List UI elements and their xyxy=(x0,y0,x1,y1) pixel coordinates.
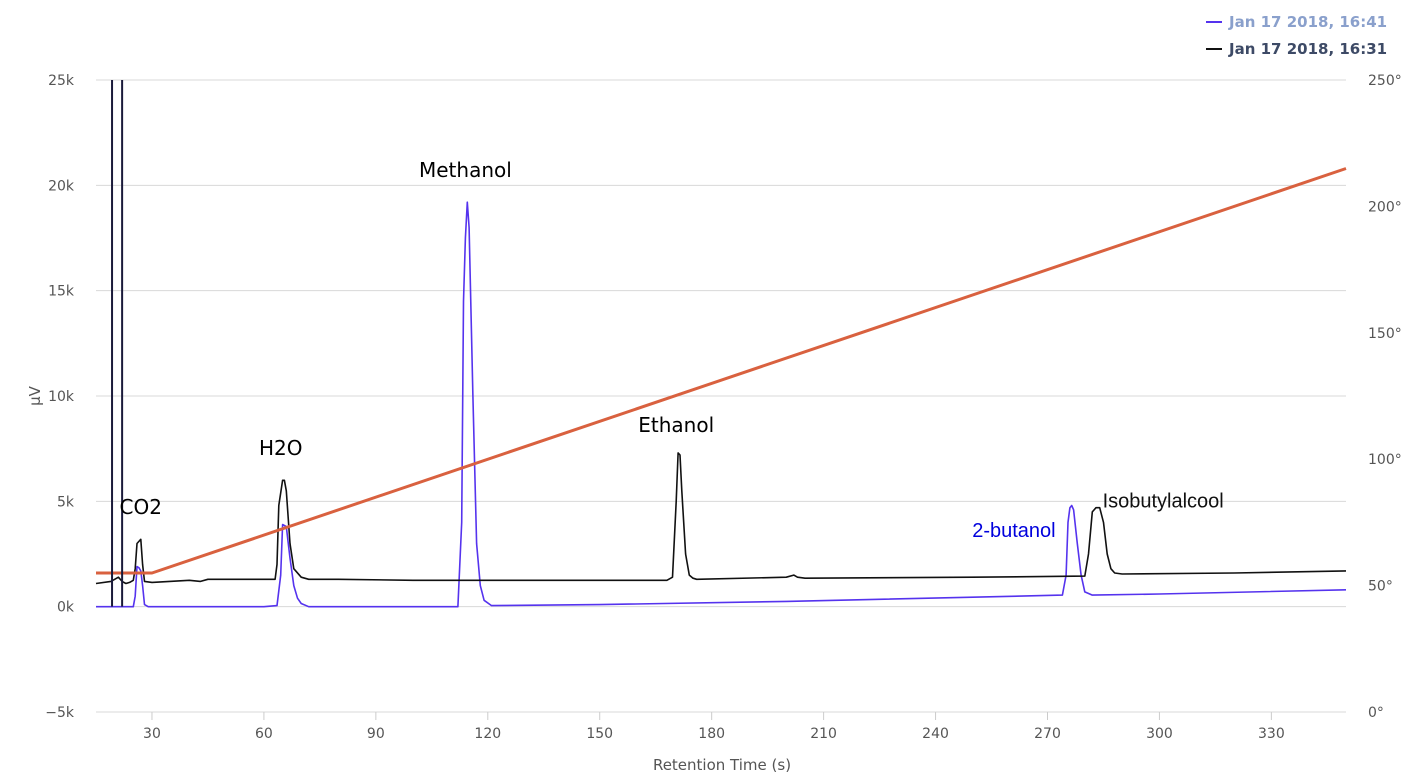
y-tick-label: 10k xyxy=(48,389,75,405)
peak-annotation-methanol: Methanol xyxy=(419,158,512,182)
y2-axis-ticks: 0° 50° 100° 150° 200° 250° xyxy=(1368,73,1402,721)
x-tick-label: 270 xyxy=(1034,726,1061,742)
legend-item[interactable]: Jan 17 2018, 16:31 xyxy=(1206,40,1387,58)
x-tick-label: 240 xyxy=(922,726,949,742)
x-axis-label: Retention Time (s) xyxy=(653,756,791,774)
x-tick-label: 210 xyxy=(810,726,837,742)
legend-label: Jan 17 2018, 16:31 xyxy=(1228,40,1387,58)
temperature-line[interactable] xyxy=(96,167,1347,575)
peak-annotations: CO2 H2O Methanol Ethanol 2-butanol Isobutylal… xyxy=(120,158,1224,542)
x-tick-label: 300 xyxy=(1146,726,1173,742)
legend-item[interactable]: Jan 17 2018, 16:41 xyxy=(1206,13,1387,31)
x-tick-label: 120 xyxy=(474,726,501,742)
x-tick-label: 330 xyxy=(1258,726,1285,742)
y-tick-label: 0k xyxy=(57,600,75,616)
y2-tick-label: 0° xyxy=(1368,705,1384,721)
y2-tick-label: 200° xyxy=(1368,199,1402,215)
x-tick-label: 90 xyxy=(367,726,385,742)
y-tick-label: 5k xyxy=(57,494,75,510)
y-tick-label: 15k xyxy=(48,284,75,300)
x-tick-label: 150 xyxy=(586,726,613,742)
y-tick-label: −5k xyxy=(45,705,75,721)
peak-annotation-h2o: H2O xyxy=(259,436,303,460)
y-tick-label: 20k xyxy=(48,178,75,194)
injection-spikes xyxy=(111,80,124,607)
y2-tick-label: 250° xyxy=(1368,73,1402,89)
legend[interactable]: Jan 17 2018, 16:41 Jan 17 2018, 16:31 xyxy=(1206,13,1387,58)
x-tick-label: 30 xyxy=(143,726,161,742)
x-tick-label: 60 xyxy=(255,726,273,742)
series-lines xyxy=(95,167,1347,608)
x-tick-label: 180 xyxy=(698,726,725,742)
y-axis-ticks: −5k 0k 5k 10k 15k 20k 25k xyxy=(45,73,75,721)
y2-tick-label: 150° xyxy=(1368,326,1402,342)
x-axis-ticks: 30 60 90 120 150 180 210 240 270 300 330 xyxy=(143,712,1285,742)
series-line-blue[interactable] xyxy=(96,201,1347,608)
y2-tick-label: 50° xyxy=(1368,579,1393,595)
series-line-black[interactable] xyxy=(95,452,1347,585)
peak-annotation-isobutylalcool: Isobutylalcool xyxy=(1103,491,1224,513)
y2-tick-label: 100° xyxy=(1368,452,1402,468)
peak-annotation-co2: CO2 xyxy=(120,495,162,519)
grid-lines xyxy=(96,79,1346,713)
y-tick-label: 25k xyxy=(48,73,75,89)
y-axis-label: µV xyxy=(26,385,44,406)
peak-annotation-2-butanol: 2-butanol xyxy=(972,520,1055,542)
legend-label: Jan 17 2018, 16:41 xyxy=(1228,13,1387,31)
peak-annotation-ethanol: Ethanol xyxy=(638,413,714,437)
